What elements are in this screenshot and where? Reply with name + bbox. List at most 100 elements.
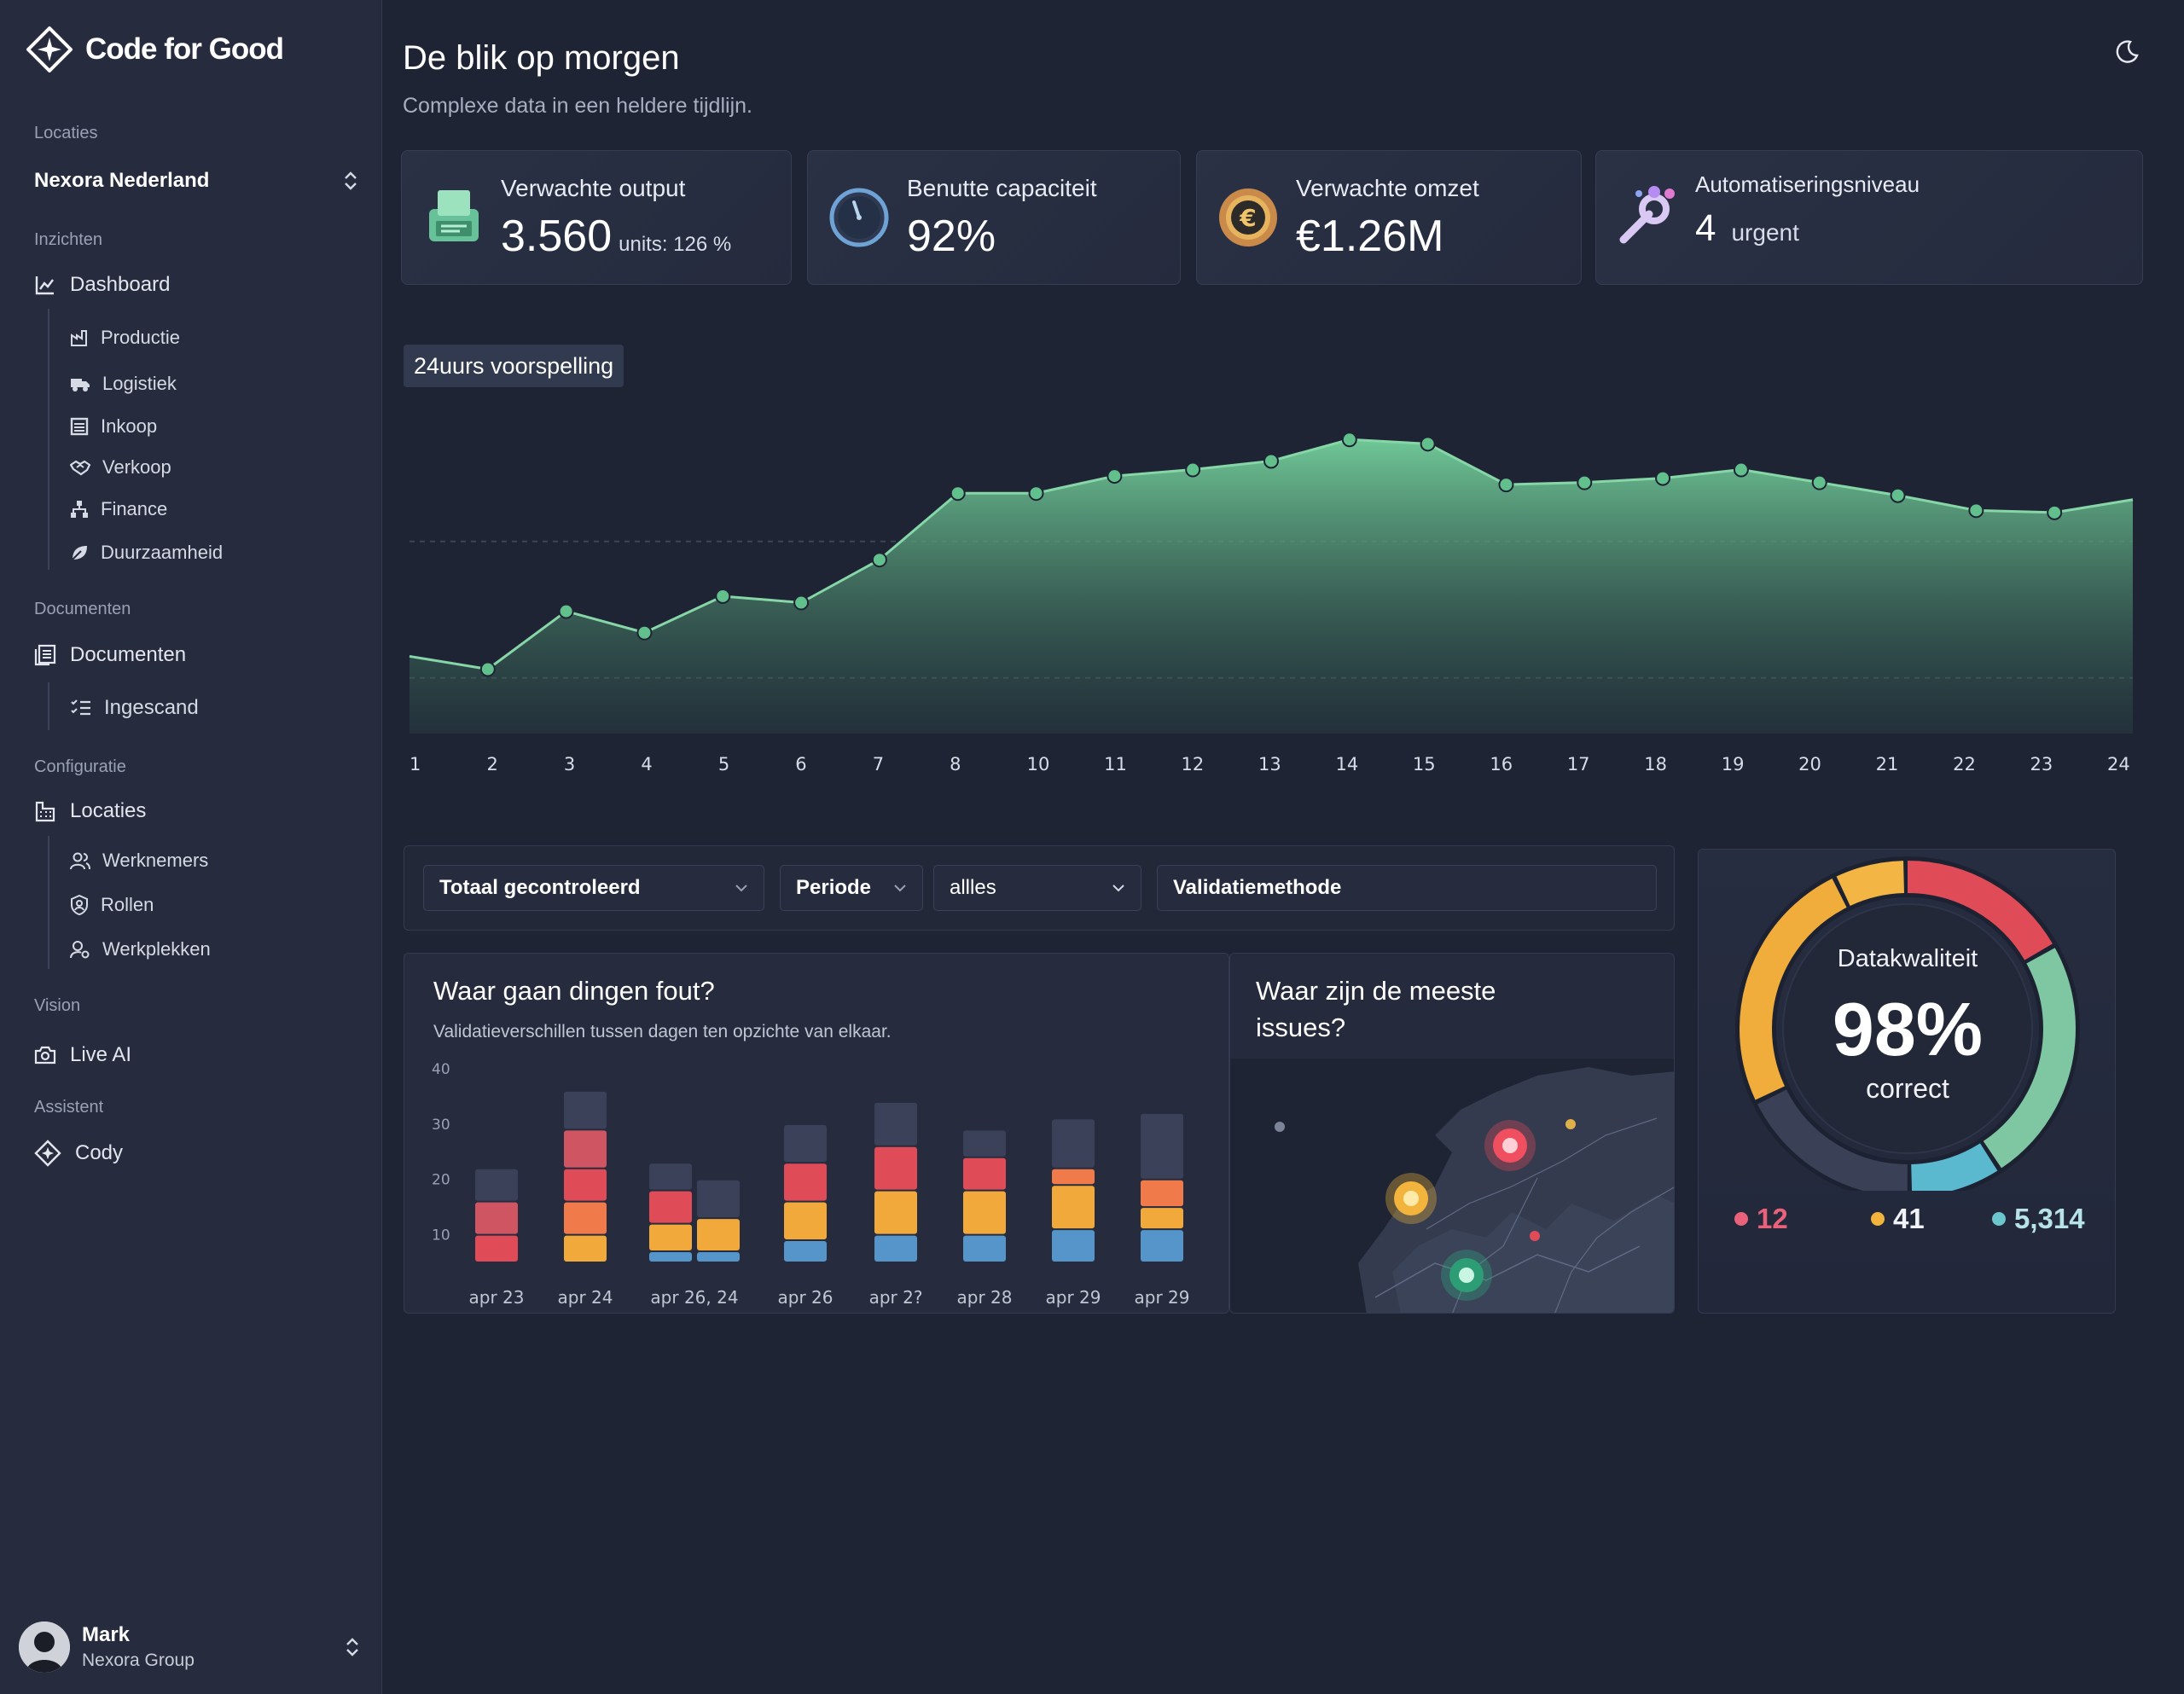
- sidebar-item-label: Verkoop: [102, 456, 171, 478]
- sidebar-item-logistiek[interactable]: Logistiek: [70, 368, 177, 399]
- gauge-segment: [1740, 861, 2076, 1191]
- bar-segment: [1141, 1208, 1183, 1229]
- camera-icon: [34, 1045, 56, 1065]
- bar-segment: [697, 1252, 740, 1262]
- chevron-up-down-icon: [345, 1637, 360, 1657]
- x-tick-label: 20: [1798, 754, 1821, 774]
- kpi-value: 3.560 units: 126 %: [501, 211, 731, 262]
- errors-bar-chart: 10 20 30 40 apr 23 apr 24 apr 26, 24 apr 26 apr …: [432, 1061, 1189, 1308]
- legend-dot: [1734, 1212, 1748, 1226]
- sidebar-item-label: Documenten: [70, 643, 187, 666]
- sparkle-diamond-icon: [34, 1140, 61, 1167]
- filter-period-select[interactable]: Periode: [780, 865, 923, 911]
- legend-item-red: 12: [1734, 1203, 1788, 1235]
- bar-segment: [874, 1191, 917, 1234]
- leaf-icon: [70, 543, 89, 562]
- page-title: De blik op morgen: [403, 39, 680, 77]
- nav-tree-line: [48, 836, 49, 969]
- sidebar-item-label: Productie: [101, 327, 180, 348]
- bar-segment: [1141, 1180, 1183, 1207]
- legend-dot: [1871, 1212, 1885, 1226]
- data-point: [950, 485, 966, 502]
- legend-item-teal: 5,314: [1992, 1203, 2085, 1235]
- kpi-card-automation[interactable]: Automatiseringsniveau 4 urgent: [1595, 150, 2143, 285]
- sidebar-item-label: Werkplekken: [102, 938, 211, 960]
- kpi-card-revenue[interactable]: € Verwachte omzet €1.26M: [1196, 150, 1582, 285]
- user-settings-icon: [70, 939, 90, 960]
- bar-segment: [963, 1130, 1006, 1157]
- sidebar-item-rollen[interactable]: Rollen: [70, 890, 154, 920]
- theme-toggle-button[interactable]: [2114, 39, 2140, 65]
- x-tick-label: 13: [1258, 754, 1281, 774]
- map-panel: Waar zijn de meeste issues?: [1229, 953, 1675, 1314]
- x-tick-label: apr 26: [778, 1287, 834, 1308]
- handshake-icon: [70, 458, 90, 477]
- data-point: [1968, 502, 1984, 519]
- bar-segment: [1052, 1119, 1095, 1168]
- legend-item-yellow: 41: [1871, 1203, 1925, 1235]
- forecast-tag[interactable]: 24uurs voorspelling: [404, 345, 624, 387]
- wrench-settings-icon: [1617, 182, 1678, 250]
- truck-icon: [70, 374, 90, 393]
- sidebar-item-werkplekken[interactable]: Werkplekken: [70, 934, 211, 965]
- sidebar-item-verkoop[interactable]: Verkoop: [70, 452, 171, 483]
- gauge-label: Datakwaliteit: [1837, 945, 1978, 972]
- bar-segment: [1141, 1230, 1183, 1262]
- kpi-label: Verwachte output: [501, 175, 686, 201]
- area-fill: [410, 439, 2133, 734]
- sidebar-item-ingescand[interactable]: Ingescand: [70, 693, 199, 723]
- sidebar-item-live-ai[interactable]: Live AI: [34, 1038, 131, 1072]
- bar-segment: [649, 1191, 692, 1223]
- x-tick-label: 12: [1182, 754, 1205, 774]
- data-point: [1811, 474, 1827, 490]
- bar-segment: [874, 1235, 917, 1262]
- building-icon: [34, 800, 56, 822]
- sidebar-item-werknemers[interactable]: Werknemers: [70, 845, 208, 876]
- kpi-card-output[interactable]: Verwachte output 3.560 units: 126 %: [401, 150, 792, 285]
- sidebar-item-duurzaamheid[interactable]: Duurzaamheid: [70, 537, 223, 568]
- issues-map[interactable]: [1230, 1059, 1675, 1314]
- data-point: [1655, 470, 1671, 486]
- bar-segment: [564, 1130, 607, 1168]
- bar-segment: [963, 1157, 1006, 1190]
- filter-total-select[interactable]: Totaal gecontroleerd: [423, 865, 764, 911]
- svg-text:€: €: [1239, 204, 1256, 232]
- data-quality-panel: Datakwaliteit 98% correct 12 41 5,314: [1698, 849, 2116, 1314]
- data-point: [1107, 468, 1123, 484]
- bar-segment: [475, 1235, 518, 1262]
- section-label-locaties: Locaties: [34, 124, 98, 142]
- location-select[interactable]: Nexora Nederland: [34, 162, 358, 200]
- sidebar-item-finance[interactable]: Finance: [70, 494, 167, 525]
- kpi-value-number: 4: [1695, 207, 1716, 249]
- map-panel-title: Waar zijn de meeste issues?: [1256, 976, 1496, 1043]
- bar-segment: [1141, 1113, 1183, 1179]
- filter-validation-method[interactable]: Validatiemethode: [1157, 865, 1657, 911]
- brand[interactable]: Code for Good: [26, 26, 284, 73]
- sidebar-item-label: Locaties: [70, 799, 147, 822]
- x-tick-label: 4: [641, 754, 652, 774]
- filter-all-select[interactable]: allles: [933, 865, 1141, 911]
- sidebar-item-label: Dashboard: [70, 273, 171, 296]
- sidebar-item-cody[interactable]: Cody: [34, 1136, 123, 1170]
- bar-segment: [649, 1224, 692, 1251]
- sidebar-item-inkoop[interactable]: Inkoop: [70, 411, 157, 442]
- hierarchy-icon: [70, 500, 89, 519]
- bar-segment: [1052, 1186, 1095, 1229]
- x-tick-label: 7: [873, 754, 884, 774]
- data-point: [1733, 461, 1749, 478]
- data-point: [715, 588, 731, 604]
- sidebar-item-dashboard[interactable]: Dashboard: [34, 268, 170, 302]
- x-tick-label: 8: [950, 754, 961, 774]
- sidebar-item-documenten[interactable]: Documenten: [34, 638, 186, 672]
- sidebar-item-locaties[interactable]: Locaties: [34, 794, 146, 828]
- bar-segment: [1052, 1230, 1095, 1262]
- user-menu[interactable]: Mark Nexora Group: [19, 1617, 360, 1677]
- x-tick-label: 16: [1490, 754, 1513, 774]
- chevron-down-icon: [735, 884, 748, 892]
- kpi-card-capacity[interactable]: Benutte capaciteit 92%: [807, 150, 1181, 285]
- code-for-good-logo-icon: [26, 26, 73, 73]
- data-point: [1263, 453, 1279, 469]
- bar-segment: [697, 1219, 740, 1251]
- x-tick-label: 3: [564, 754, 575, 774]
- sidebar-item-productie[interactable]: Productie: [70, 322, 180, 353]
